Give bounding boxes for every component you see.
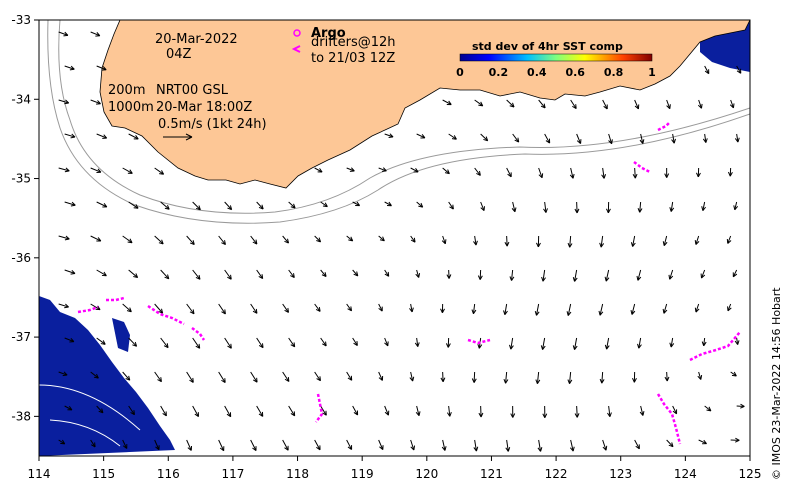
scale-label: 0.5m/s (1kt 24h): [158, 117, 267, 132]
australian-coastline: [99, 20, 750, 189]
colorbar-tick-label: 0.8: [604, 66, 624, 79]
y-tick-label: -36: [11, 251, 31, 265]
x-tick-label: 116: [157, 467, 180, 481]
y-tick-label: -37: [11, 330, 31, 344]
colorbar-gradient: [459, 53, 653, 62]
x-tick-label: 114: [28, 467, 51, 481]
x-tick-label: 123: [609, 467, 632, 481]
map-annotations: 20-Mar-2022 04Z 200m NRT00 GSL 1000m 20-…: [108, 32, 267, 141]
drifter-legend: Argo drifters@12h to 21/03 12Z: [291, 26, 396, 66]
x-tick-label: 125: [739, 467, 762, 481]
x-tick-label: 115: [92, 467, 115, 481]
map-frame: [38, 19, 751, 457]
date-label: 20-Mar-2022: [155, 32, 238, 47]
y-tick-label: -33: [11, 13, 31, 27]
drifter-marker-icon: [291, 45, 301, 53]
product-time-label: 20-Mar 18:00Z: [156, 100, 252, 115]
colorbar-tick-label: 0: [456, 66, 464, 79]
x-tick-label: 122: [545, 467, 568, 481]
x-tick-label: 121: [480, 467, 503, 481]
current-vectors: [58, 31, 745, 452]
latitude-axis: -33 -34 -35 -36 -37 -38: [11, 13, 39, 423]
colorbar-tick-label: 1: [648, 66, 656, 79]
x-tick-label: 117: [221, 467, 244, 481]
copyright-credit: © IMOS 23-Mar-2022 14:56 Hobart: [770, 287, 783, 480]
argo-marker-icon: [293, 29, 301, 37]
x-tick-label: 124: [674, 467, 697, 481]
x-tick-label: 118: [286, 467, 309, 481]
longitude-axis: 114 115 116 117 118 119 120 121 122 123 124 125: [28, 456, 762, 481]
y-tick-label: -38: [11, 409, 31, 423]
drifter-tracks: [77, 121, 741, 445]
argo-label: Argo: [311, 26, 346, 41]
x-tick-label: 119: [351, 467, 374, 481]
contour-1000-label: 1000m: [108, 100, 154, 115]
contour-1000m: [47, 20, 750, 224]
drifters-label: drifters@12h: [311, 35, 396, 50]
colorbar-tick-label: 0.2: [489, 66, 509, 79]
sst-patches: [39, 22, 750, 456]
drifters-to-label: to 21/03 12Z: [311, 51, 395, 66]
time-label: 04Z: [166, 47, 192, 62]
contour-200-label: 200m: [108, 83, 145, 98]
colorbar: std dev of 4hr SST comp 0 0.2 0.4 0.6 0.8 1: [456, 40, 656, 79]
scale-arrow: [163, 133, 193, 141]
x-tick-label: 120: [415, 467, 438, 481]
contour-200m: [58, 20, 750, 214]
y-tick-label: -34: [11, 92, 31, 106]
colorbar-title: std dev of 4hr SST comp: [472, 40, 623, 53]
colorbar-tick-label: 0.6: [565, 66, 585, 79]
colorbar-tick-label: 0.4: [527, 66, 547, 79]
product-label: NRT00 GSL: [156, 83, 229, 98]
y-tick-label: -35: [11, 172, 31, 186]
